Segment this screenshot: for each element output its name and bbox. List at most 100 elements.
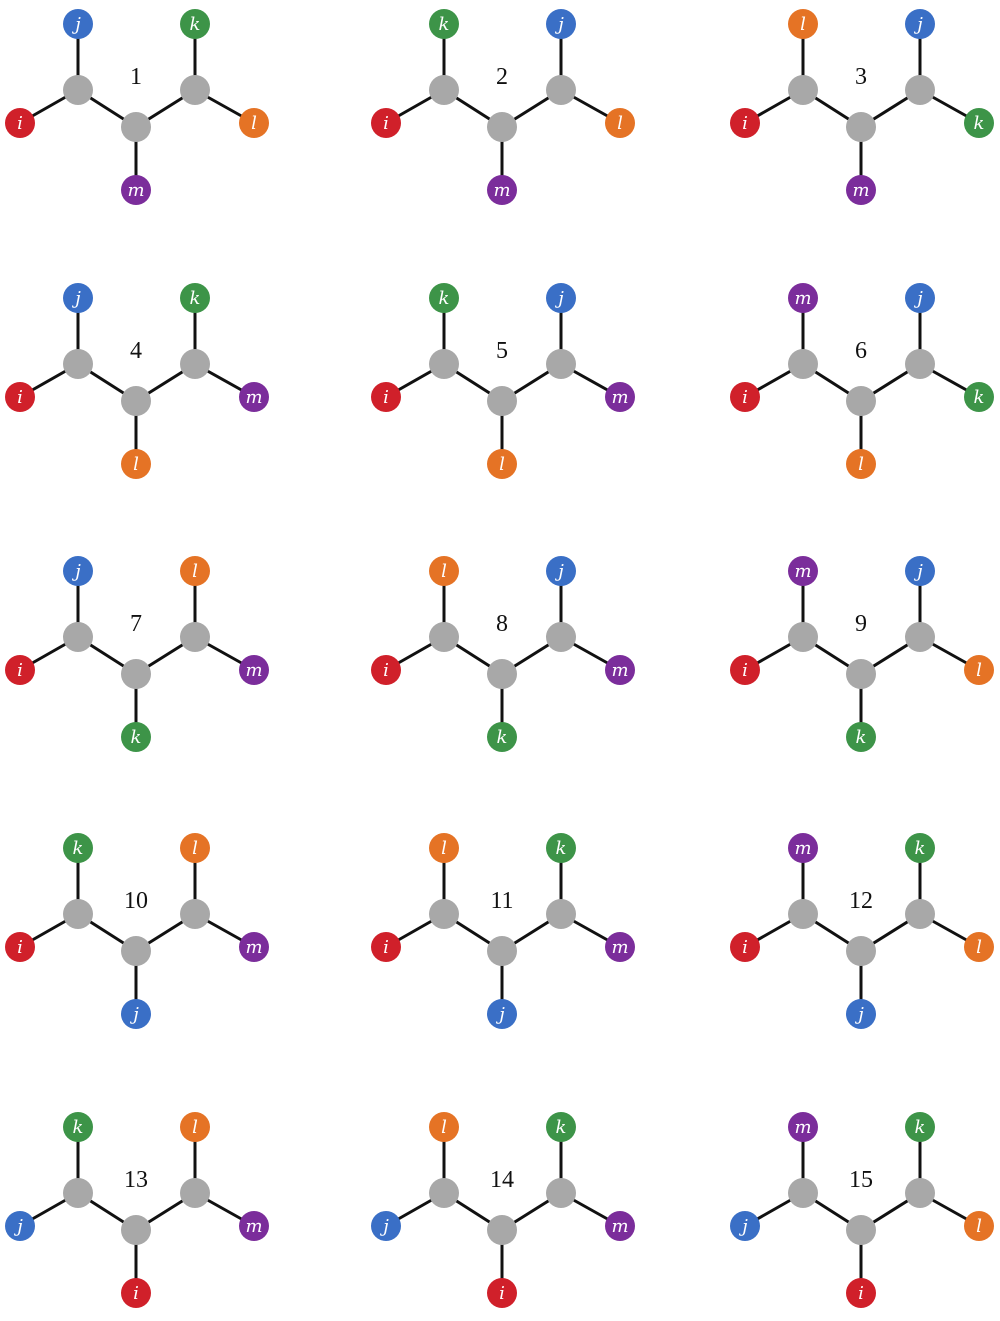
substituent-label: l — [976, 660, 982, 681]
backbone-atom — [429, 899, 459, 929]
molecule-number: 5 — [496, 338, 508, 364]
substituent-circle — [846, 722, 876, 752]
substituent-i: i — [730, 108, 760, 138]
substituent-circle — [605, 108, 635, 138]
backbone-atom — [429, 1178, 459, 1208]
backbone-atom — [788, 1178, 818, 1208]
substituent-label: i — [383, 387, 389, 408]
substituent-label: l — [192, 561, 198, 582]
substituent-k: k — [964, 382, 994, 412]
substituent-m: m — [605, 1211, 635, 1241]
substituent-circle — [546, 833, 576, 863]
substituent-m: m — [239, 655, 269, 685]
substituent-label: k — [497, 727, 508, 748]
substituent-k: k — [429, 9, 459, 39]
substituent-i: i — [846, 1278, 876, 1308]
substituent-circle — [371, 655, 401, 685]
substituent-label: i — [858, 1283, 864, 1304]
substituent-label: l — [441, 1117, 447, 1138]
backbone-atom — [846, 659, 876, 689]
backbone-atom — [846, 386, 876, 416]
substituent-j: j — [487, 999, 517, 1029]
backbone-atom — [546, 349, 576, 379]
substituent-l: l — [964, 1211, 994, 1241]
substituent-label: m — [245, 387, 262, 408]
substituent-label: i — [742, 387, 748, 408]
substituent-circle — [180, 833, 210, 863]
substituent-label: m — [794, 838, 811, 859]
substituent-j: j — [63, 283, 93, 313]
substituent-label: i — [499, 1283, 505, 1304]
backbone-atom — [63, 1178, 93, 1208]
substituent-circle — [846, 449, 876, 479]
substituent-m: m — [605, 382, 635, 412]
substituent-circle — [121, 175, 151, 205]
backbone-atom — [546, 75, 576, 105]
substituent-label: m — [127, 180, 144, 201]
backbone-atom — [788, 622, 818, 652]
substituent-m: m — [605, 932, 635, 962]
backbone-atom — [429, 75, 459, 105]
substituent-label: i — [17, 387, 23, 408]
molecule-10: k i j l m 10 — [5, 833, 269, 1029]
substituent-label: j — [913, 561, 923, 582]
backbone-atom — [546, 1178, 576, 1208]
substituent-circle — [730, 108, 760, 138]
substituent-l: l — [429, 833, 459, 863]
substituent-label: k — [190, 14, 201, 35]
substituent-j: j — [905, 556, 935, 586]
substituent-label: l — [441, 561, 447, 582]
substituent-label: k — [73, 838, 84, 859]
substituent-l: l — [788, 9, 818, 39]
substituent-circle — [239, 382, 269, 412]
substituent-circle — [730, 1211, 760, 1241]
substituent-label: k — [131, 727, 142, 748]
backbone-atom — [429, 349, 459, 379]
substituent-circle — [964, 108, 994, 138]
substituent-circle — [429, 1112, 459, 1142]
substituent-label: j — [71, 561, 81, 582]
backbone-atom — [63, 899, 93, 929]
substituent-label: k — [974, 387, 985, 408]
substituent-circle — [487, 449, 517, 479]
substituent-i: i — [730, 932, 760, 962]
backbone-atom — [121, 112, 151, 142]
substituent-label: i — [742, 113, 748, 134]
backbone-atom — [846, 112, 876, 142]
substituent-label: m — [493, 180, 510, 201]
substituent-circle — [905, 283, 935, 313]
backbone-atom — [121, 936, 151, 966]
backbone-atom — [63, 349, 93, 379]
substituent-circle — [730, 382, 760, 412]
substituent-label: k — [73, 1117, 84, 1138]
molecule-5: k i l j m 5 — [371, 283, 635, 479]
backbone-atom — [846, 1215, 876, 1245]
substituent-circle — [964, 1211, 994, 1241]
substituent-i: i — [5, 382, 35, 412]
substituent-i: i — [5, 655, 35, 685]
backbone-atom — [788, 75, 818, 105]
backbone-atom — [180, 75, 210, 105]
substituent-circle — [63, 283, 93, 313]
substituent-label: l — [976, 937, 982, 958]
substituent-circle — [905, 833, 935, 863]
substituent-label: k — [915, 1117, 926, 1138]
substituent-label: l — [192, 1117, 198, 1138]
substituent-circle — [121, 999, 151, 1029]
substituent-label: i — [383, 937, 389, 958]
substituent-circle — [546, 283, 576, 313]
substituent-circle — [429, 556, 459, 586]
molecule-number: 3 — [855, 64, 867, 90]
substituent-circle — [546, 9, 576, 39]
backbone-atom — [180, 622, 210, 652]
substituent-label: k — [556, 838, 567, 859]
substituent-circle — [846, 175, 876, 205]
substituent-circle — [788, 283, 818, 313]
substituent-k: k — [487, 722, 517, 752]
molecule-number: 13 — [124, 1167, 148, 1193]
molecule-8: l i k j m 8 — [371, 556, 635, 752]
molecule-number: 8 — [496, 611, 508, 637]
molecule-9: m i k j l 9 — [730, 556, 994, 752]
substituent-j: j — [5, 1211, 35, 1241]
substituent-label: m — [794, 1117, 811, 1138]
